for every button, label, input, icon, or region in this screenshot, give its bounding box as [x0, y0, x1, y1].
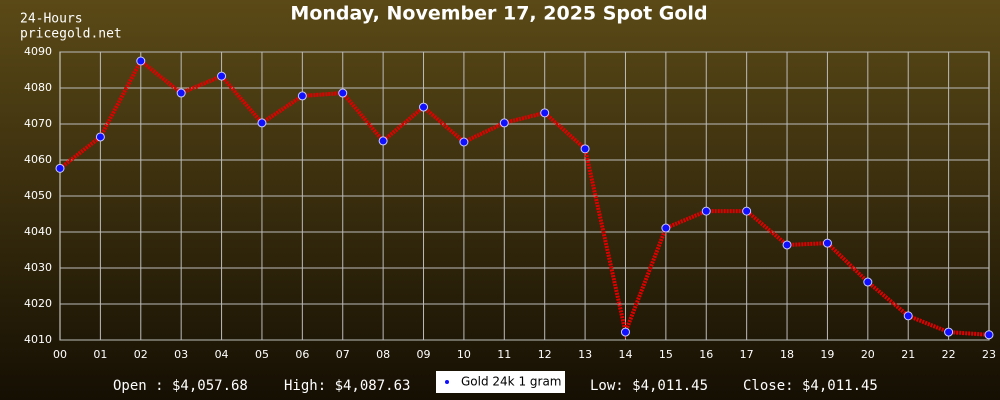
- legend-marker: [445, 380, 449, 384]
- stat-label: High: $4,087.63: [284, 378, 410, 394]
- point: [742, 206, 752, 216]
- legend-box: [436, 371, 565, 393]
- y-tick-label: 4020: [24, 297, 52, 310]
- point: [903, 311, 913, 321]
- point: [661, 223, 671, 233]
- x-tick-label: 20: [861, 348, 875, 361]
- point: [297, 91, 307, 101]
- point: [55, 163, 65, 173]
- x-tick-label: 16: [699, 348, 713, 361]
- x-tick-label: 11: [497, 348, 511, 361]
- y-tick-label: 4030: [24, 261, 52, 274]
- y-tick-label: 4070: [24, 117, 52, 130]
- stat-label: Open : $4,057.68: [113, 378, 248, 394]
- x-tick-label: 23: [982, 348, 996, 361]
- chart-title: Monday, November 17, 2025 Spot Gold: [290, 3, 707, 25]
- x-tick-label: 21: [901, 348, 915, 361]
- point: [499, 118, 509, 128]
- point: [620, 327, 630, 337]
- x-tick-label: 01: [93, 348, 107, 361]
- point: [822, 238, 832, 248]
- point: [782, 240, 792, 250]
- x-tick-label: 18: [780, 348, 794, 361]
- point: [378, 136, 388, 146]
- stat-label: Close: $4,011.45: [743, 378, 878, 394]
- x-tick-label: 05: [255, 348, 269, 361]
- point: [984, 330, 994, 340]
- y-tick-label: 4040: [24, 225, 52, 238]
- y-tick-label: 4080: [24, 81, 52, 94]
- y-tick-label: 4010: [24, 333, 52, 346]
- x-tick-label: 10: [457, 348, 471, 361]
- y-tick-label: 4060: [24, 153, 52, 166]
- point: [863, 277, 873, 287]
- y-tick-label: 4050: [24, 189, 52, 202]
- point: [338, 88, 348, 98]
- point: [95, 132, 105, 142]
- x-tick-label: 02: [134, 348, 148, 361]
- x-tick-label: 04: [215, 348, 229, 361]
- x-tick-label: 22: [942, 348, 956, 361]
- point: [459, 137, 469, 147]
- point: [419, 102, 429, 112]
- x-tick-label: 03: [174, 348, 188, 361]
- x-tick-label: 13: [578, 348, 592, 361]
- point: [580, 144, 590, 154]
- x-tick-label: 07: [336, 348, 350, 361]
- y-tick-label: 4090: [24, 45, 52, 58]
- legend: Gold 24k 1 gram: [436, 371, 565, 393]
- x-tick-label: 15: [659, 348, 673, 361]
- x-tick-label: 08: [376, 348, 390, 361]
- x-tick-label: 06: [295, 348, 309, 361]
- legend-label: Gold 24k 1 gram: [461, 375, 561, 389]
- x-tick-label: 09: [417, 348, 431, 361]
- point: [944, 327, 954, 337]
- x-tick-label: 19: [820, 348, 834, 361]
- point: [176, 88, 186, 98]
- corner-label: pricegold.net: [20, 27, 122, 42]
- series-line: [58, 57, 990, 339]
- point: [701, 206, 711, 216]
- point: [217, 71, 227, 81]
- x-tick-label: 14: [618, 348, 632, 361]
- x-tick-label: 00: [53, 348, 67, 361]
- point: [257, 118, 267, 128]
- stat-label: Low: $4,011.45: [590, 378, 708, 394]
- corner-label: 24-Hours: [20, 12, 83, 27]
- x-tick-label: 17: [740, 348, 754, 361]
- point: [540, 108, 550, 118]
- point: [136, 56, 146, 66]
- x-tick-label: 12: [538, 348, 552, 361]
